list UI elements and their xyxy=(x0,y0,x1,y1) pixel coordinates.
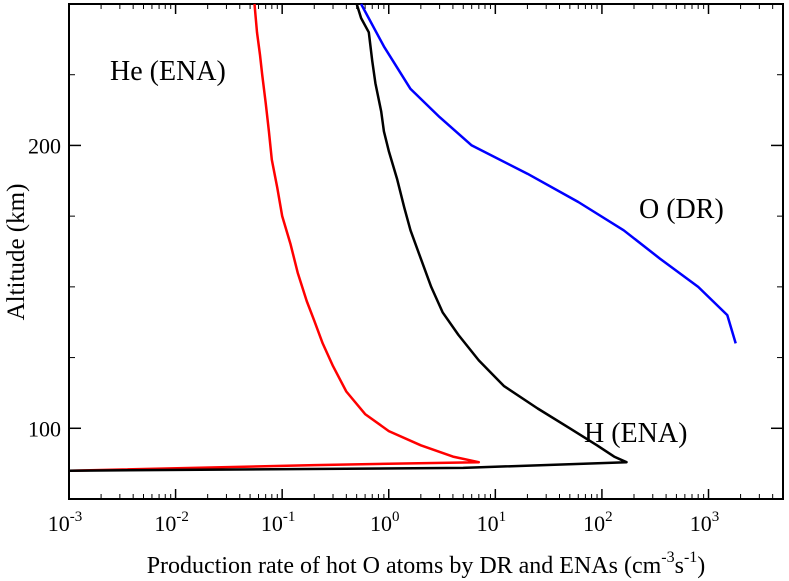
x-tick-label: 10-2 xyxy=(154,509,189,536)
annotation-o-dr: O (DR) xyxy=(639,194,724,225)
series-line-h-ena xyxy=(68,3,628,472)
y-axis-label: Altitude (km) xyxy=(3,184,30,321)
annotation-h-ena: H (ENA) xyxy=(584,418,687,449)
annotation-layer: He (ENA) H (ENA) O (DR) xyxy=(110,56,724,449)
series-layer xyxy=(68,3,737,472)
x-axis-label-sup2: -1 xyxy=(684,549,697,566)
series-line-he-ena xyxy=(68,3,481,472)
series-line-o-dr xyxy=(359,3,737,344)
x-axis-label: Production rate of hot O atoms by DR and… xyxy=(147,549,706,579)
y-axis: 100 200 xyxy=(28,74,783,441)
x-tick-label: 10-1 xyxy=(261,509,296,536)
x-axis-label-close: ) xyxy=(697,553,705,579)
x-tick-label: 10-3 xyxy=(48,509,83,536)
y-tick-label: 200 xyxy=(28,133,61,158)
x-axis-label-s: s xyxy=(675,553,684,579)
y-tick-label: 100 xyxy=(28,416,61,441)
x-axis-label-sup1: -3 xyxy=(661,549,674,566)
x-tick-label: 102 xyxy=(583,509,613,536)
x-tick-label: 100 xyxy=(370,509,400,536)
x-tick-label: 103 xyxy=(690,509,720,536)
annotation-he-ena: He (ENA) xyxy=(110,56,226,87)
x-axis: 10-3 10-2 10-1 100 101 102 103 xyxy=(48,4,784,536)
plot-area-frame xyxy=(68,3,784,500)
x-axis-label-main: Production rate of hot O atoms by DR and… xyxy=(147,553,662,579)
x-tick-label: 101 xyxy=(477,509,507,536)
